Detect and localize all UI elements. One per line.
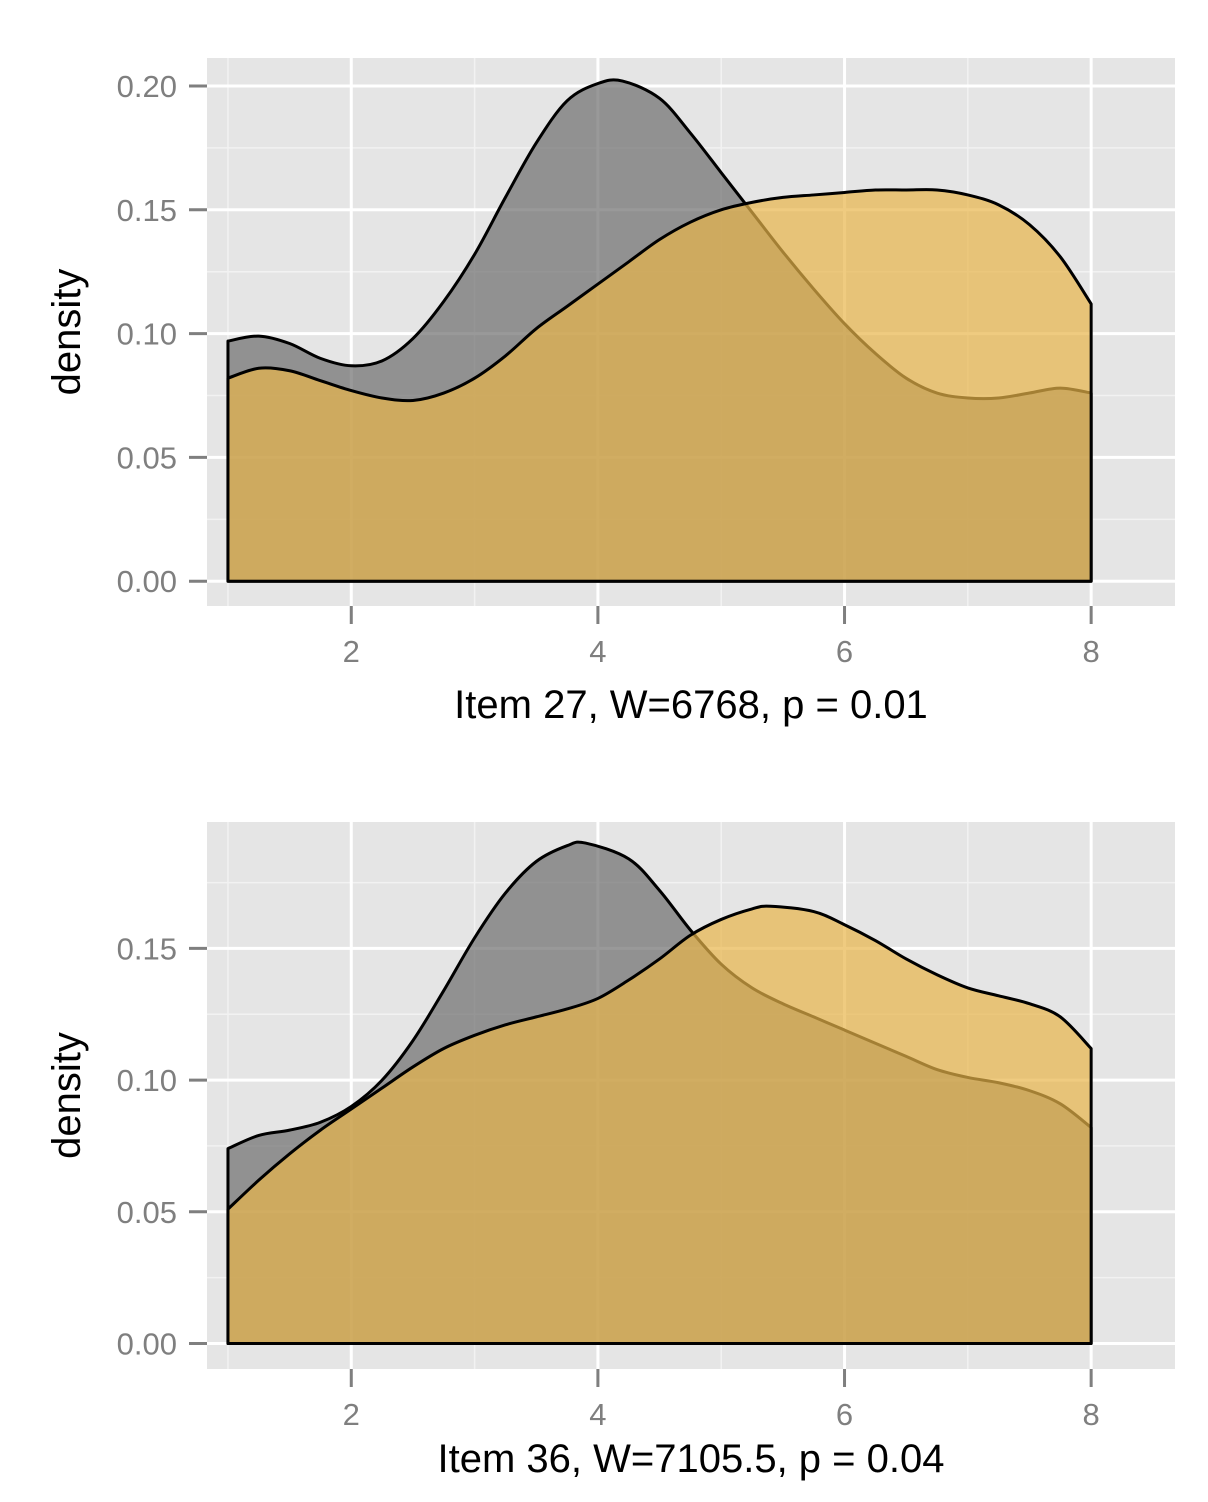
density-areas bbox=[226, 840, 1093, 1345]
x-tick-label: 6 bbox=[836, 1397, 853, 1432]
y-tick-label: 0.10 bbox=[117, 1063, 177, 1098]
y-axis-ticks: 0.00 0.05 0.10 0.15 bbox=[117, 931, 207, 1361]
density-area-series-2 bbox=[226, 904, 1093, 1345]
y-tick-label: 0.05 bbox=[117, 1195, 177, 1230]
x-tick-label: 4 bbox=[589, 1397, 606, 1432]
x-tick-label: 8 bbox=[1083, 1397, 1100, 1432]
x-axis-ticks: 2 4 6 8 bbox=[343, 1369, 1100, 1432]
y-axis-title: density bbox=[45, 1032, 89, 1159]
x-tick-label: 2 bbox=[343, 1397, 360, 1432]
y-tick-label: 0.10 bbox=[117, 317, 177, 352]
y-tick-label: 0.15 bbox=[117, 193, 177, 228]
y-axis-ticks: 0.00 0.05 0.10 0.15 0.20 bbox=[117, 69, 207, 599]
x-axis-title: Item 27, W=6768, p = 0.01 bbox=[454, 683, 928, 727]
x-tick-label: 8 bbox=[1083, 634, 1100, 669]
y-tick-label: 0.00 bbox=[117, 564, 177, 599]
x-tick-label: 4 bbox=[589, 634, 606, 669]
y-tick-label: 0.00 bbox=[117, 1326, 177, 1361]
x-tick-label: 2 bbox=[343, 634, 360, 669]
density-panel-item-27: 0.00 0.05 0.10 0.15 0.20 2 4 6 8 Item 27, W=676… bbox=[45, 58, 1175, 727]
y-tick-label: 0.15 bbox=[117, 931, 177, 966]
y-axis-title: density bbox=[45, 269, 89, 396]
density-panel-item-36: 0.00 0.05 0.10 0.15 2 4 6 8 Item 36, W=7105.5,… bbox=[45, 822, 1175, 1481]
y-tick-label: 0.05 bbox=[117, 440, 177, 475]
density-areas bbox=[226, 78, 1093, 583]
x-axis-ticks: 2 4 6 8 bbox=[343, 606, 1100, 669]
y-tick-label: 0.20 bbox=[117, 69, 177, 104]
density-area-series-2 bbox=[226, 188, 1093, 583]
x-axis-title: Item 36, W=7105.5, p = 0.04 bbox=[438, 1437, 945, 1481]
x-tick-label: 6 bbox=[836, 634, 853, 669]
